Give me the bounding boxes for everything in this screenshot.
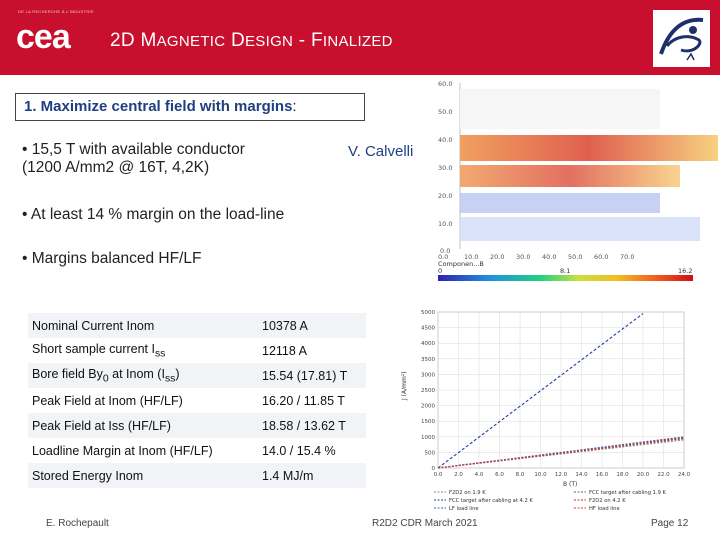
svg-text:20.0: 20.0	[490, 253, 504, 261]
x-tick-label: 10.0	[534, 472, 547, 478]
svg-text:70.0: 70.0	[620, 253, 634, 261]
series-line	[437, 439, 685, 469]
table-row: Nominal Current Inom 10378 A	[28, 313, 366, 338]
page-title: 2D MAGNETIC DESIGN - FINALIZED	[110, 30, 393, 51]
colorbar-ticks: 0 8.1 16.2	[438, 267, 692, 275]
bullet-margin: • At least 14 % margin on the load-line	[22, 206, 285, 223]
legend-label: HF load line	[589, 506, 620, 512]
chart-y-ticks: 0 500 1000 1500 2000 2500 3000 3500 4000 4500 5000	[421, 310, 436, 472]
x-tick-label: 8.0	[516, 472, 525, 478]
field-map-y-ticks: 60.0 50.0 40.0 30.0 20.0 10.0 0.0	[438, 80, 452, 255]
x-tick-label: 20.0	[637, 472, 650, 478]
chart-ylabel: J (A/mm²)	[401, 371, 408, 401]
chart-grid	[437, 311, 685, 469]
y-tick-label: 4500	[421, 326, 435, 332]
irfu-logo	[653, 10, 710, 67]
chart-x-ticks: 0.0 2.0 4.0 6.0 8.0 10.0 12.0 14.0 16.0 18.0 20.0 2…	[434, 472, 691, 478]
goal-lead: 1. Maximize central field with margins	[24, 98, 293, 115]
x-tick-label: 22.0	[657, 472, 670, 478]
fm-tick-30: 30.0	[438, 164, 452, 172]
colorbar	[438, 275, 693, 281]
x-tick-label: 0.0	[434, 472, 443, 478]
y-tick-label: 3500	[421, 357, 435, 363]
legend-label: F2D2 on 4.2 K	[589, 498, 626, 504]
y-tick-label: 1500	[421, 419, 435, 425]
table-row: Loadline Margin at Inom (HF/LF) 14.0 / 15…	[32, 443, 336, 458]
x-tick-label: 6.0	[495, 472, 504, 478]
x-tick-label: 12.0	[555, 472, 568, 478]
series-line	[437, 313, 644, 469]
x-tick-label: 14.0	[575, 472, 588, 478]
svg-text:40.0: 40.0	[542, 253, 556, 261]
footer-author: E. Rochepault	[46, 518, 109, 529]
footer-page: Page 12	[651, 518, 689, 529]
y-tick-label: 2000	[421, 404, 435, 410]
fm-tick-50: 50.0	[438, 108, 452, 116]
svg-text:50.0: 50.0	[568, 253, 582, 261]
cea-logo: cea	[16, 20, 73, 56]
chart-xlabel: B (T)	[563, 481, 577, 488]
field-map-coils	[460, 89, 718, 241]
colorbar-label: Componen...B	[438, 260, 484, 268]
y-tick-label: 1000	[421, 435, 435, 441]
series-line	[437, 437, 685, 469]
x-tick-label: 18.0	[616, 472, 629, 478]
legend-label: F2D2 on 1.9 K	[449, 490, 486, 496]
x-tick-label: 16.0	[596, 472, 609, 478]
y-tick-label: 0	[432, 466, 436, 472]
svg-text:10.0: 10.0	[464, 253, 478, 261]
table-row: Bore field By0 at Inom (Iss) 15.54 (17.81…	[28, 363, 366, 388]
fm-tick-20: 20.0	[438, 192, 452, 200]
x-tick-label: 2.0	[454, 472, 463, 478]
svg-text:30.0: 30.0	[516, 253, 530, 261]
irfu-emblem-icon	[659, 17, 704, 61]
fm-tick-0: 0.0	[440, 247, 450, 255]
fm-tick-10: 10.0	[438, 220, 452, 228]
footer-event: R2D2 CDR March 2021	[372, 518, 478, 529]
svg-text:16.2: 16.2	[678, 267, 692, 275]
svg-text:0.0: 0.0	[438, 253, 448, 261]
legend-label: FCC target after cabling at 4.2 K	[449, 498, 533, 504]
y-tick-label: 500	[425, 450, 436, 456]
chart-series	[437, 313, 685, 469]
table-row: Short sample current Iss 12118 A	[32, 341, 307, 360]
chart-legend: F2D2 on 1.9 K FCC target after cabling 1.…	[434, 490, 667, 512]
series-line	[437, 436, 685, 469]
specs-table: Nominal Current Inom 10378 A Short sample…	[28, 313, 366, 488]
bullet-balanced: • Margins balanced HF/LF	[22, 250, 202, 267]
table-row: Peak Field at Inom (HF/LF) 16.20 / 11.85 …	[32, 393, 345, 408]
x-tick-label: 24.0	[678, 472, 691, 478]
goal-box: 1. Maximize central field with margins:	[15, 93, 365, 121]
header-bar: DE LA RECHERCHE À L'INDUSTRIE cea 2D MAG…	[0, 0, 720, 75]
x-tick-label: 4.0	[475, 472, 484, 478]
author-credit: V. Calvelli	[348, 143, 414, 160]
cea-tagline: DE LA RECHERCHE À L'INDUSTRIE	[18, 9, 94, 14]
table-row: Stored Energy Inom 1.4 MJ/m	[28, 463, 366, 488]
loadline-chart: 0 500 1000 1500 2000 2500 3000 3500 4000 4500 5000…	[398, 296, 720, 520]
legend-label: LF load line	[449, 506, 479, 512]
legend-label: FCC target after cabling 1.9 K	[589, 490, 667, 496]
field-map-x-ticks: 0.0 10.0 20.0 30.0 40.0 50.0 60.0 70.0	[438, 253, 634, 261]
y-tick-label: 2500	[421, 388, 435, 394]
y-tick-label: 4000	[421, 341, 435, 347]
svg-text:8.1: 8.1	[560, 267, 570, 275]
field-map-figure: 60.0 50.0 40.0 30.0 20.0 10.0 0.0 0.0 10…	[430, 77, 720, 282]
bullet-conductor: • 15,5 T with available conductor (1200 …	[22, 141, 245, 176]
fm-tick-60: 60.0	[438, 80, 452, 88]
table-row: Peak Field at Iss (HF/LF) 18.58 / 13.62 T	[28, 413, 366, 438]
fm-tick-40: 40.0	[438, 136, 452, 144]
svg-text:0: 0	[438, 267, 442, 275]
y-tick-label: 5000	[421, 310, 435, 316]
svg-text:60.0: 60.0	[594, 253, 608, 261]
y-tick-label: 3000	[421, 372, 435, 378]
cea-logo-text: cea	[16, 20, 72, 56]
